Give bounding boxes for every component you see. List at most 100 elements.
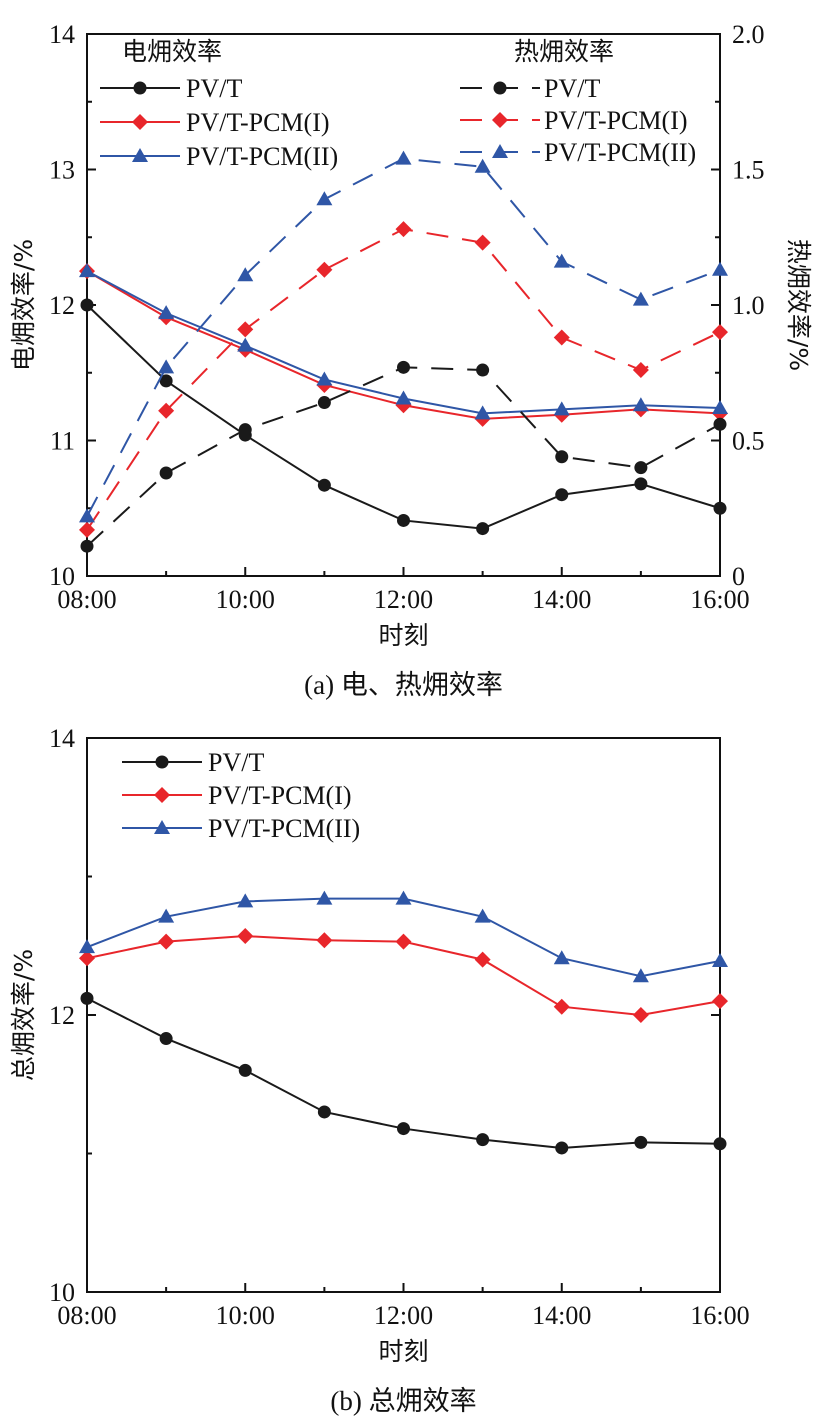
data-point (159, 1032, 173, 1046)
y-axis-title-left: 电㶲效率/% (9, 239, 38, 371)
data-point (79, 508, 95, 523)
legend-label: PV/T (186, 74, 242, 103)
y-axis-title-b: 总㶲效率/% (9, 949, 38, 1081)
x-tick-label: 12:00 (374, 1301, 433, 1330)
legend-b: PV/T PV/T-PCM(I) PV/T-PCM(II) (122, 748, 360, 843)
data-point (632, 362, 649, 379)
data-point (238, 1063, 252, 1077)
data-point (237, 337, 254, 352)
y-tick-label: 12 (49, 1001, 75, 1030)
data-point (555, 488, 569, 502)
y2-tick-label: 1.0 (732, 291, 765, 320)
legend-entry: PV/T (460, 74, 600, 103)
legend-swatch-marker (132, 114, 148, 130)
data-point (397, 1122, 410, 1136)
data-point (474, 234, 491, 251)
y-tick-label: 10 (49, 1278, 75, 1307)
data-point (80, 539, 94, 553)
y-tick-label: 11 (50, 427, 75, 456)
x-tick-label: 08:00 (57, 1301, 116, 1330)
data-point (316, 261, 333, 278)
data-point (237, 893, 254, 908)
data-point (553, 998, 570, 1015)
series-pv-t-pcm-i- (79, 928, 728, 1023)
series-pv-t-pcm-i--right (79, 221, 728, 538)
data-point (634, 461, 648, 475)
data-point (476, 363, 490, 377)
series-a (79, 150, 728, 553)
data-point (474, 908, 491, 923)
data-point (395, 150, 412, 165)
data-point (553, 253, 570, 268)
data-point (553, 329, 570, 346)
legend-swatch-marker (154, 820, 170, 834)
data-point (79, 521, 95, 538)
data-point (553, 401, 570, 416)
data-point (158, 908, 175, 923)
y2-tick-label: 1.5 (732, 156, 765, 185)
data-point (713, 1137, 727, 1151)
series-pv-t-right (80, 360, 727, 553)
y-tick-label: 14 (49, 724, 75, 753)
legend-title-left: 电㶲效率 (122, 37, 222, 66)
data-point (80, 298, 94, 312)
data-point (317, 478, 331, 492)
legend-entry: PV/T (100, 74, 242, 103)
legend-swatch-marker (154, 787, 170, 803)
data-point (158, 402, 175, 419)
data-point (158, 359, 175, 374)
data-point (317, 396, 331, 410)
legend-swatch-marker (133, 81, 147, 95)
series-line (86, 228, 721, 531)
legend-a: 电㶲效率 热㶲效率 PV/T PV/T-PCM(I) PV/T-PCM(II) PV/T P… (100, 37, 696, 171)
data-point (159, 466, 173, 480)
data-point (159, 374, 173, 388)
y-tick-label: 14 (49, 20, 75, 49)
y-tick-label: 13 (49, 156, 75, 185)
series-line (86, 157, 721, 517)
data-point (395, 890, 412, 905)
data-point (474, 951, 491, 968)
data-point (634, 477, 648, 491)
data-point (316, 890, 333, 905)
x-tick-label: 14:00 (532, 585, 591, 614)
legend-swatch-marker (492, 144, 508, 158)
x-tick-label: 14:00 (532, 1301, 591, 1330)
series-pv-t (80, 991, 727, 1155)
data-point (555, 450, 569, 464)
data-point (158, 305, 175, 320)
legend-entry: PV/T-PCM(I) (100, 108, 330, 137)
ticks-a: 08:00 10:00 12:00 14:00 16:00 10 11 12 13 14 0 0.5 1… (49, 20, 765, 614)
data-point (632, 397, 649, 412)
data-point (79, 263, 95, 278)
legend-entry: PV/T-PCM(II) (100, 142, 338, 171)
data-point (79, 950, 95, 967)
y-tick-label: 10 (49, 562, 75, 591)
data-point (316, 932, 333, 949)
legend-label: PV/T (208, 748, 264, 777)
legend-entry: PV/T-PCM(II) (460, 138, 696, 167)
data-point (712, 324, 728, 341)
data-point (632, 1007, 649, 1023)
x-tick-label: 10:00 (216, 585, 275, 614)
x-tick-label: 16:00 (690, 585, 749, 614)
x-tick-label: 16:00 (690, 1301, 749, 1330)
legend-label: PV/T-PCM(I) (544, 106, 688, 135)
series-pv-t-pcm-ii--right (79, 150, 728, 523)
data-point (237, 928, 254, 945)
legend-label: PV/T (544, 74, 600, 103)
series-line (86, 304, 721, 530)
legend-swatch-marker (493, 81, 507, 95)
chart-a: 08:00 10:00 12:00 14:00 16:00 10 11 12 13 14 0 0.5 1… (9, 20, 813, 700)
data-point (474, 405, 491, 420)
legend-entry: PV/T (122, 748, 264, 777)
data-point (476, 522, 490, 536)
data-point (395, 933, 412, 950)
legend-swatch-marker (155, 755, 169, 769)
data-point (79, 939, 95, 954)
data-point (237, 321, 254, 338)
data-point (397, 360, 410, 374)
caption-a: (a) 电、热㶲效率 (304, 670, 503, 700)
series-pv-t-left (80, 298, 727, 536)
